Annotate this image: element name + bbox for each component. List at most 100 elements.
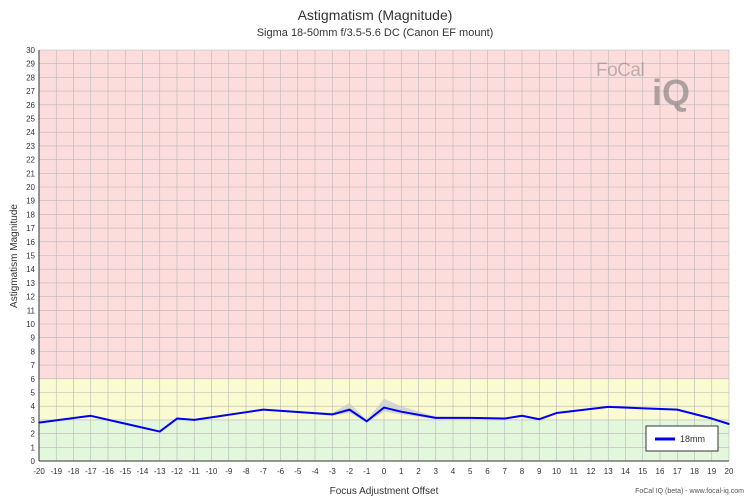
x-tick-label: -2 [346, 467, 354, 476]
focal-iq-logo: FoCal iQ [592, 58, 716, 113]
x-tick-label: 16 [656, 467, 665, 476]
x-tick-label: 20 [725, 467, 734, 476]
y-tick-label: 27 [26, 87, 35, 96]
y-tick-label: 8 [31, 347, 36, 356]
y-tick-label: 22 [26, 156, 35, 165]
data-point [176, 417, 178, 420]
data-point [383, 406, 385, 409]
y-tick-label: 3 [31, 416, 36, 425]
x-tick-label: -14 [137, 467, 149, 476]
x-tick-label: -20 [33, 467, 45, 476]
data-point [607, 406, 610, 408]
x-tick-label: -15 [119, 467, 131, 476]
y-tick-label: 17 [26, 224, 35, 233]
data-point [365, 420, 368, 423]
x-tick-label: -6 [277, 467, 285, 476]
x-tick-label: -10 [206, 467, 218, 476]
y-tick-label: 28 [26, 73, 35, 82]
x-tick-label: -3 [329, 467, 337, 476]
x-tick-label: 1 [399, 467, 404, 476]
x-tick-label: 9 [537, 467, 542, 476]
data-point [676, 408, 679, 411]
y-tick-label: 29 [26, 60, 35, 69]
y-tick-label: 19 [26, 197, 35, 206]
footer-credit: FoCal IQ (beta) - www.focal-iq.com [635, 488, 744, 495]
chart-title: Astigmatism (Magnitude) [297, 7, 453, 23]
y-tick-label: 9 [31, 334, 36, 343]
x-tick-label: 5 [468, 467, 473, 476]
y-tick-label: 21 [26, 169, 35, 178]
y-tick-label: 30 [26, 46, 35, 55]
y-tick-label: 26 [26, 101, 35, 110]
data-point [400, 410, 403, 413]
x-tick-label: -17 [85, 467, 97, 476]
logo-focal-text: FoCal [596, 60, 645, 81]
y-tick-label: 11 [27, 306, 36, 315]
x-tick-label: -13 [154, 467, 166, 476]
x-tick-label: 8 [520, 467, 525, 476]
y-tick-label: 2 [31, 430, 36, 439]
x-tick-label: 12 [587, 467, 596, 476]
x-tick-label: 14 [621, 467, 630, 476]
x-tick-label: 13 [604, 467, 613, 476]
x-tick-label: -7 [260, 467, 268, 476]
data-point [158, 430, 161, 433]
x-tick-label: 0 [382, 467, 387, 476]
x-tick-label: 17 [673, 467, 682, 476]
y-tick-label: 25 [26, 115, 35, 124]
x-tick-label: 2 [416, 467, 421, 476]
x-tick-label: 3 [434, 467, 439, 476]
data-point [521, 414, 523, 417]
y-tick-label: 6 [31, 375, 36, 384]
logo-iq-text: iQ [652, 72, 691, 113]
x-tick-label: -5 [294, 467, 302, 476]
series-range-band [39, 398, 729, 433]
data-point [710, 417, 713, 420]
legend-label: 18mm [680, 434, 705, 444]
x-tick-label: -16 [102, 467, 114, 476]
y-tick-label: 5 [31, 389, 36, 398]
data-point [331, 413, 334, 416]
chart-subtitle: Sigma 18-50mm f/3.5-5.6 DC (Canon EF mou… [256, 27, 494, 39]
data-point [262, 408, 265, 411]
x-axis-label: Focus Adjustment Offset [330, 486, 439, 497]
data-point [193, 419, 196, 421]
x-tick-label: -8 [242, 467, 250, 476]
y-tick-label: 4 [31, 402, 36, 411]
data-point [503, 417, 506, 420]
x-tick-label: -11 [189, 467, 201, 476]
data-point [434, 417, 437, 419]
x-tick-label: 11 [570, 467, 579, 476]
y-axis-label: Astigmatism Magnitude [9, 204, 20, 308]
x-tick-label: 4 [451, 467, 456, 476]
x-tick-label: 7 [503, 467, 508, 476]
x-tick-label: 10 [552, 467, 561, 476]
y-tick-label: 7 [31, 361, 36, 370]
data-point [348, 408, 351, 411]
legend: 18mm [645, 425, 719, 452]
x-tick-label: 19 [707, 467, 716, 476]
x-tick-label: -12 [171, 467, 183, 476]
x-tick-label: 15 [638, 467, 647, 476]
y-tick-label: 15 [26, 252, 35, 261]
y-tick-label: 23 [26, 142, 35, 151]
y-tick-label: 1 [31, 443, 36, 452]
y-tick-label: 20 [26, 183, 35, 192]
data-point [555, 412, 558, 414]
y-tick-label: 16 [26, 238, 35, 247]
y-tick-label: 0 [31, 457, 36, 466]
y-tick-label: 12 [26, 293, 35, 302]
y-tick-label: 18 [26, 210, 35, 219]
x-tick-label: -1 [363, 467, 371, 476]
data-point [469, 417, 472, 419]
x-tick-label: -19 [50, 467, 62, 476]
data-point [728, 423, 730, 425]
data-point [89, 414, 92, 417]
y-tick-label: 13 [26, 279, 35, 288]
x-tick-label: -9 [225, 467, 233, 476]
y-tick-label: 10 [26, 320, 35, 329]
data-point [538, 418, 541, 421]
x-tick-label: -18 [68, 467, 80, 476]
x-tick-label: 6 [485, 467, 490, 476]
